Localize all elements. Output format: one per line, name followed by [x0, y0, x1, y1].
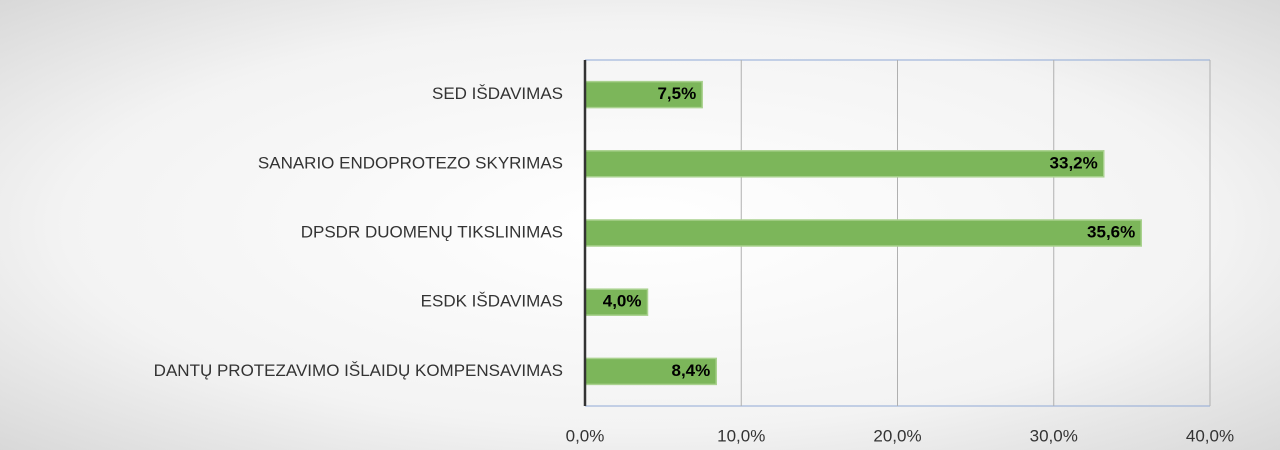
bar — [584, 288, 649, 316]
data-label: 8,4% — [672, 361, 711, 380]
y-tick-label: DPSDR DUOMENŲ TIKSLINIMAS — [301, 222, 563, 241]
bar — [584, 150, 1105, 178]
x-tick-label: 0,0% — [566, 426, 605, 445]
x-tick-label: 30,0% — [1030, 426, 1078, 445]
y-tick-label: SANARIO ENDOPROTEZO SKYRIMAS — [258, 153, 563, 172]
bar — [584, 219, 1142, 247]
x-tick-label: 20,0% — [873, 426, 921, 445]
y-tick-label: ESDK IŠDAVIMAS — [421, 292, 563, 311]
x-tick-label: 10,0% — [717, 426, 765, 445]
y-tick-label: SED IŠDAVIMAS — [432, 84, 563, 103]
y-tick-label: DANTŲ PROTEZAVIMO IŠLAIDŲ KOMPENSAVIMAS — [154, 361, 563, 380]
data-label: 7,5% — [657, 84, 696, 103]
data-label: 4,0% — [603, 292, 642, 311]
data-label: 33,2% — [1050, 153, 1098, 172]
x-tick-label: 40,0% — [1186, 426, 1234, 445]
bar — [584, 80, 703, 109]
data-label: 35,6% — [1087, 222, 1135, 241]
